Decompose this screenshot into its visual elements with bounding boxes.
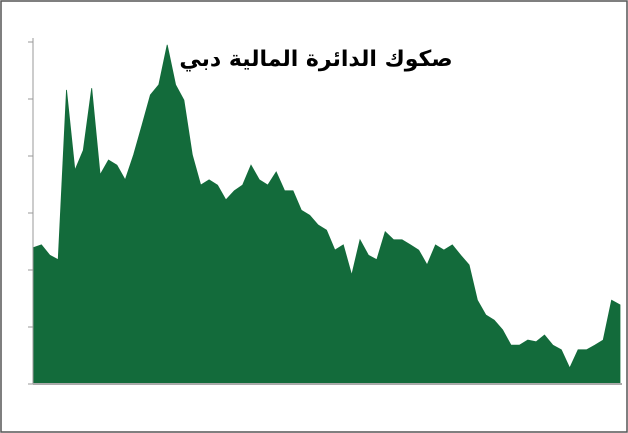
chart-title: صكوك الدائرة المالية دبي	[179, 47, 452, 72]
area	[32, 44, 621, 385]
